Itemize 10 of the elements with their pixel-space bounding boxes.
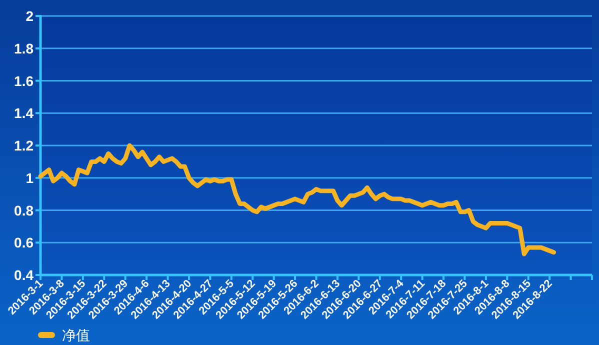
y-tick-label: 0.6 — [14, 234, 34, 251]
legend-label: 净值 — [62, 327, 90, 343]
y-tick-label: 1.8 — [14, 40, 34, 56]
y-tick-label: 2 — [26, 8, 34, 24]
y-tick-label: 1.4 — [14, 105, 34, 122]
y-tick-label: 1 — [26, 170, 34, 186]
y-tick-label: 1.2 — [14, 138, 34, 154]
y-tick-label: 0.8 — [14, 202, 34, 218]
y-tick-label: 0.4 — [14, 267, 34, 283]
y-tick-label: 1.6 — [14, 72, 34, 89]
